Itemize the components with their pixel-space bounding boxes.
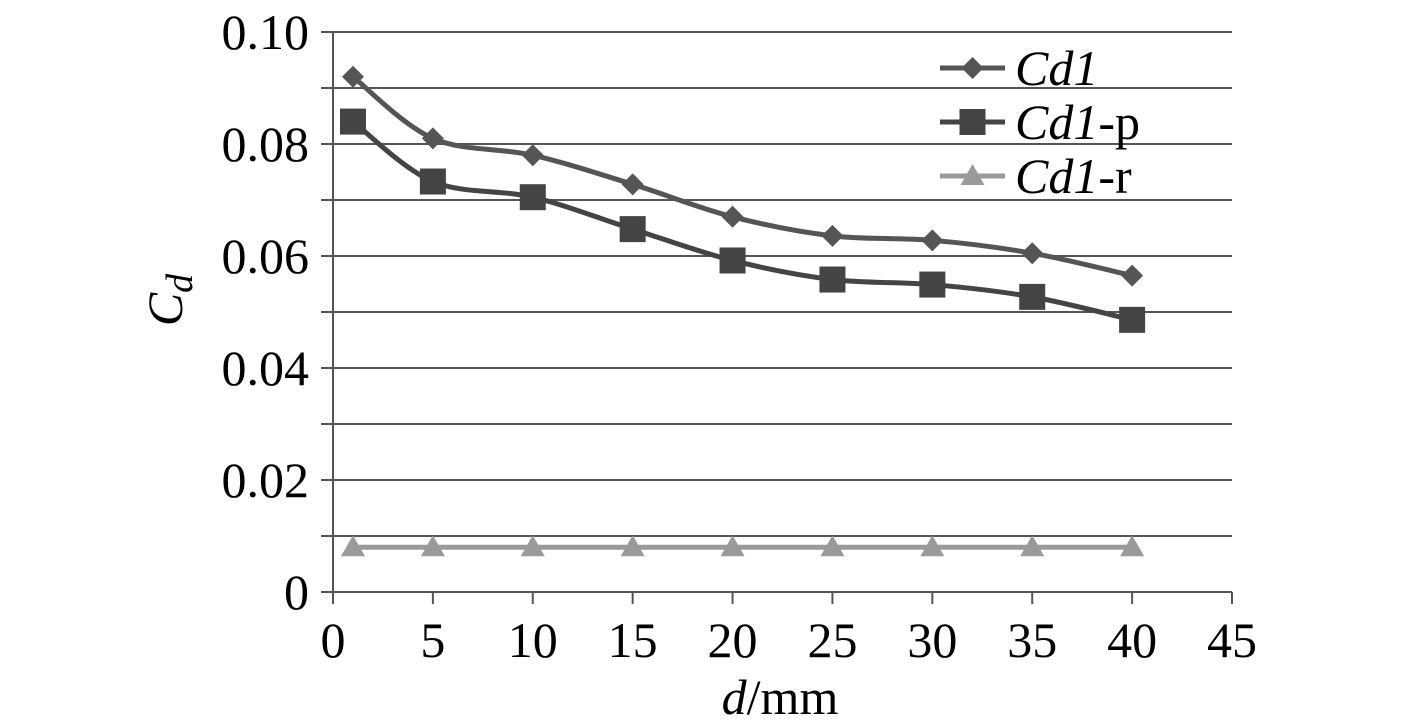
legend-entry: Cd1: [940, 40, 1098, 96]
series-layer: [339, 65, 1146, 557]
legend-entry: Cd1-r: [940, 148, 1132, 204]
y-tick-label: 0: [284, 564, 309, 620]
y-axis-title: Cd: [137, 273, 201, 326]
x-tick-label: 35: [1007, 612, 1057, 668]
data-point: [1021, 242, 1044, 265]
data-point: [341, 65, 364, 88]
y-axis-title-subscript: d: [159, 273, 201, 293]
data-point: [820, 535, 845, 557]
data-point: [419, 168, 446, 195]
data-point: [619, 216, 646, 243]
data-point: [919, 271, 946, 298]
series-1: [341, 65, 1144, 287]
y-tick-label: 0.08: [222, 116, 310, 172]
legend-marker: [960, 164, 985, 185]
x-tick-label: 0: [321, 612, 346, 668]
series-3: [340, 535, 1145, 557]
data-point: [421, 127, 444, 150]
x-axis-title-unit: /mm: [747, 669, 839, 721]
data-point: [921, 229, 944, 252]
x-tick-label: 40: [1107, 612, 1157, 668]
data-point: [721, 205, 744, 228]
data-point: [339, 108, 366, 135]
data-point: [1020, 535, 1045, 557]
legend-marker: [961, 57, 984, 79]
data-point: [1019, 283, 1046, 310]
y-tick-label: 0.06: [222, 228, 310, 284]
y-tick-label: 0.04: [222, 340, 310, 396]
y-axis-title-main: C: [137, 292, 193, 326]
x-tick-label: 10: [508, 612, 558, 668]
data-point: [620, 535, 645, 557]
legend-marker: [959, 109, 986, 135]
y-tick-labels: 0 0.02 0.04 0.06 0.08 0.10: [222, 4, 333, 620]
series-2: [339, 108, 1146, 333]
legend-label-italic: Cd1: [1015, 94, 1098, 150]
legend-label-suffix: -r: [1098, 148, 1132, 204]
legend-label-italic: Cd1: [1015, 148, 1098, 204]
legend-label-italic: Cd1: [1015, 40, 1098, 96]
x-tick-label: 45: [1207, 612, 1257, 668]
x-tick-label: 25: [807, 612, 857, 668]
legend-label: Cd1-r: [1015, 148, 1132, 204]
grid-lines: [333, 31, 1232, 537]
data-point: [819, 266, 846, 293]
legend-label: Cd1-p: [1015, 94, 1140, 150]
data-point: [1119, 306, 1146, 333]
data-point: [1120, 535, 1145, 557]
data-point: [719, 247, 746, 274]
y-tick-label: 0.10: [222, 4, 310, 60]
legend-label: Cd1: [1015, 40, 1098, 96]
data-point: [920, 535, 945, 557]
x-tick-label: 15: [608, 612, 658, 668]
data-point: [720, 535, 745, 557]
data-point: [519, 184, 546, 211]
y-tick-label: 0.02: [222, 452, 310, 508]
legend-entry: Cd1-p: [940, 94, 1140, 150]
data-point: [1121, 264, 1144, 287]
data-point: [340, 535, 365, 557]
data-point: [520, 535, 545, 557]
x-axis-title-italic: d: [722, 669, 748, 721]
legend-label-suffix: -p: [1098, 94, 1140, 150]
x-tick-labels: 0 5 10 15 20 25 30 35 40 45: [321, 592, 1257, 668]
data-point: [821, 224, 844, 247]
x-axis-title: d/mm: [722, 669, 839, 721]
x-tick-label: 30: [907, 612, 957, 668]
x-tick-label: 20: [708, 612, 758, 668]
x-tick-label: 5: [420, 612, 445, 668]
data-point: [621, 173, 644, 196]
data-point: [420, 535, 445, 557]
data-point: [521, 144, 544, 167]
